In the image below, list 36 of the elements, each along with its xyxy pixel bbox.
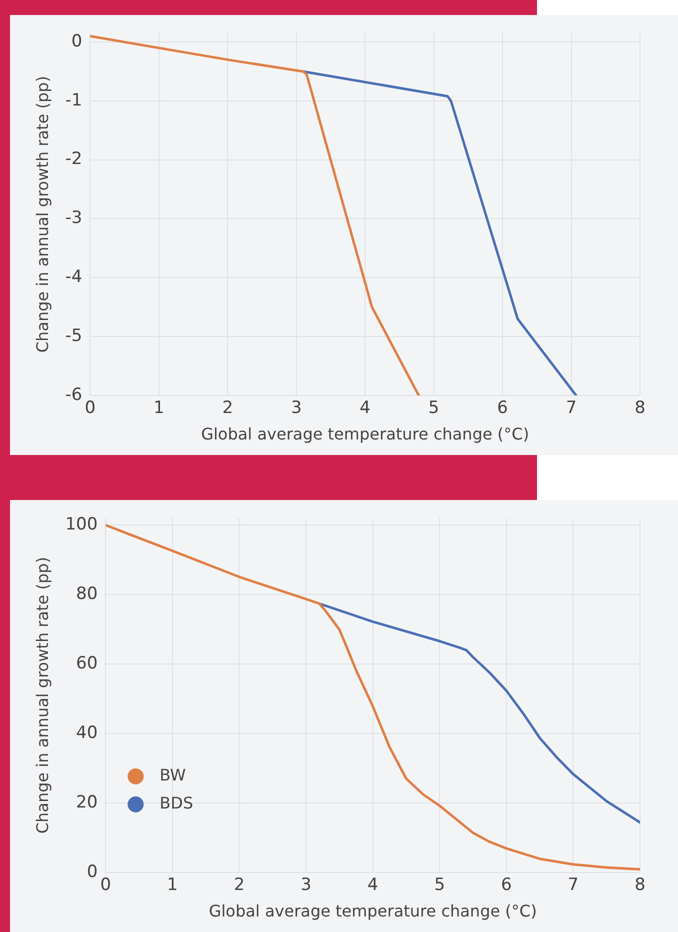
y-tick-label: -4: [65, 267, 82, 288]
x-tick-label: 0: [100, 875, 112, 896]
x-tick-label: 6: [501, 875, 512, 896]
y-tick-label: 0: [86, 862, 98, 882]
y-tick-label: -1: [65, 90, 82, 110]
y-tick-label: -2: [65, 149, 82, 170]
x-tick-label: 1: [153, 398, 164, 418]
legend-label: BW: [160, 766, 186, 785]
y-tick-label: 100: [65, 514, 98, 535]
y-tick-label: -5: [65, 326, 82, 346]
x-tick-label: 6: [497, 398, 508, 418]
y-tick-label: 20: [76, 792, 98, 812]
y-tick-label: 60: [76, 653, 98, 674]
y-tick-label: -3: [65, 208, 82, 228]
y-tick-label: 80: [76, 584, 98, 604]
x-tick-label: 8: [634, 398, 646, 418]
x-axis-title: Global average temperature change (°C): [201, 424, 530, 444]
x-tick-label: 7: [568, 875, 579, 896]
x-axis-title: Global average temperature change (°C): [208, 902, 537, 921]
x-tick-label: 4: [360, 398, 370, 418]
y-tick-label: -6: [65, 384, 82, 405]
legend-label: BDS: [160, 794, 194, 813]
x-tick-label: 5: [434, 875, 446, 896]
x-tick-label: 2: [234, 875, 245, 896]
x-tick-label: 3: [300, 875, 312, 896]
y-axis-title: Change in annual growth rate (pp): [32, 76, 52, 353]
x-tick-label: 8: [634, 875, 646, 896]
x-tick-label: 5: [428, 398, 440, 418]
x-tick-label: 4: [367, 875, 378, 896]
x-tick-label: 7: [566, 398, 577, 418]
y-axis-title: Change in annual growth rate (pp): [32, 556, 52, 834]
x-tick-label: 1: [167, 875, 178, 896]
y-tick-label: 40: [76, 722, 98, 743]
x-tick-label: 3: [290, 398, 302, 418]
y-tick-label: 0: [71, 31, 82, 52]
x-tick-label: 2: [222, 398, 234, 418]
